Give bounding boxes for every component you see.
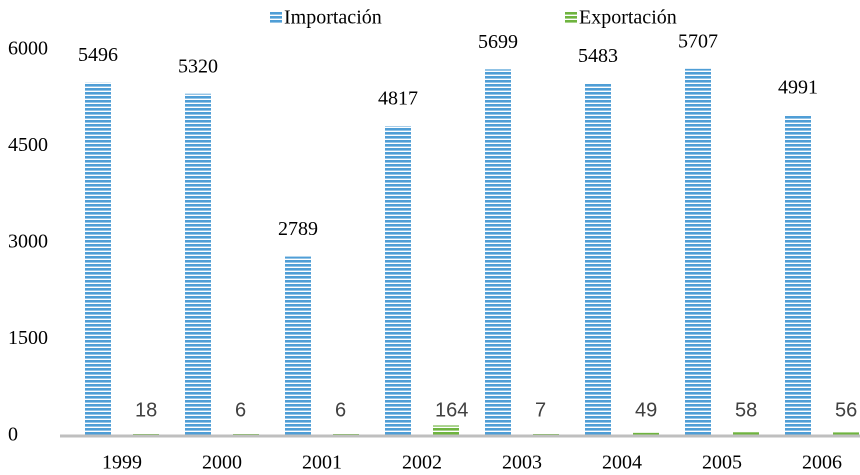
data-label: 5496: [78, 44, 118, 66]
data-label: 2789: [278, 218, 318, 240]
data-label: 5483: [578, 45, 618, 67]
data-label: 4991: [778, 77, 818, 99]
x-tick-label: 2004: [602, 452, 642, 474]
x-tick-label: 2001: [302, 452, 342, 474]
data-label: 5699: [478, 31, 518, 53]
data-label: 5320: [178, 55, 218, 77]
x-tick-label: 2000: [202, 452, 242, 474]
bar: [833, 432, 859, 436]
legend-swatch: [565, 12, 577, 24]
legend-label: Exportación: [579, 7, 677, 29]
y-tick-label: 3000: [8, 231, 48, 253]
x-tick-label: 2005: [702, 452, 742, 474]
x-tick-label: 2003: [502, 452, 542, 474]
bar: [685, 68, 711, 436]
data-label: 6: [335, 399, 346, 421]
x-tick-label: 2002: [402, 452, 442, 474]
legend-label: Importación: [284, 7, 382, 29]
bar: [85, 82, 111, 436]
bar: [633, 432, 659, 436]
bar: [585, 83, 611, 437]
legend-swatch: [270, 12, 282, 24]
bar: [785, 114, 811, 437]
x-tick-label: 2006: [802, 452, 842, 474]
bar: [485, 69, 511, 437]
data-label: 49: [635, 399, 657, 421]
data-label: 6: [235, 399, 246, 421]
bar: [185, 93, 211, 436]
bar: [385, 126, 411, 437]
y-tick-label: 1500: [8, 327, 48, 349]
data-label: 4817: [378, 88, 418, 110]
y-tick-label: 4500: [8, 134, 48, 156]
data-label: 7: [535, 399, 546, 421]
bar: [733, 432, 759, 436]
x-tick-label: 1999: [102, 452, 142, 474]
y-tick-label: 0: [8, 424, 18, 446]
data-label: 164: [435, 399, 468, 421]
bar: [433, 425, 459, 436]
data-label: 58: [735, 399, 757, 421]
data-label: 56: [835, 399, 857, 421]
data-label: 5707: [678, 30, 718, 52]
y-tick-label: 6000: [8, 38, 48, 60]
bar: [285, 256, 311, 436]
data-label: 18: [135, 399, 157, 421]
